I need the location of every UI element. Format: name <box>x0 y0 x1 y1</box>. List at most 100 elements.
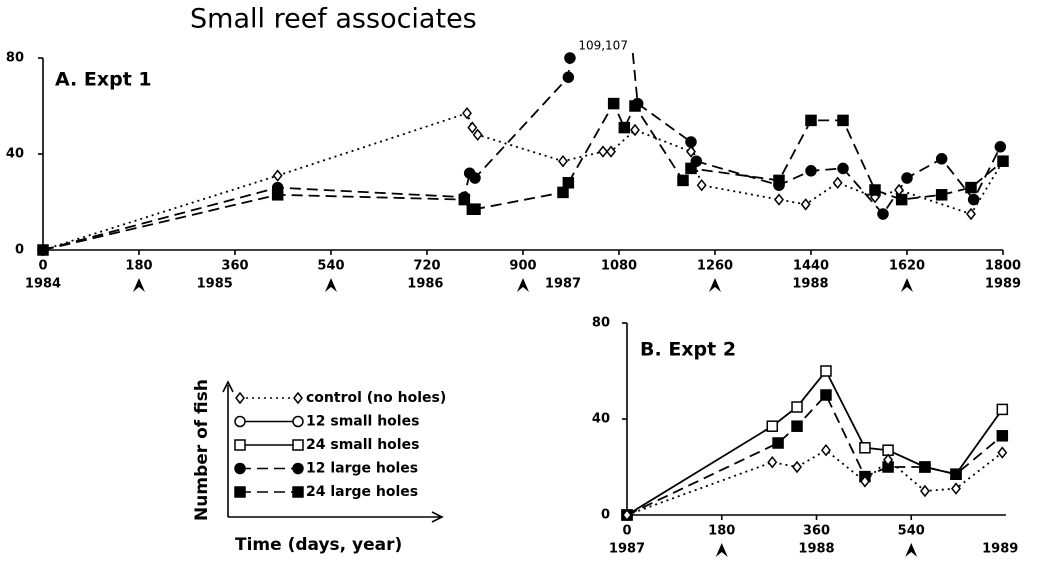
marker <box>832 176 843 190</box>
marker <box>919 461 931 473</box>
marker <box>469 172 481 184</box>
year-label: 1989 <box>982 542 1018 557</box>
marker <box>622 508 632 522</box>
time-arrow <box>709 278 721 292</box>
legend-label: 24 large holes <box>306 484 418 500</box>
y-tick-label: 80 <box>592 316 610 331</box>
figure-title: Small reef associates <box>190 4 477 35</box>
y-tick-label: 80 <box>6 51 24 66</box>
legend-x-arrow <box>431 511 444 523</box>
marker <box>618 121 631 134</box>
marker <box>467 121 478 134</box>
marker <box>791 420 803 432</box>
legend-marker <box>292 439 304 451</box>
marker <box>997 155 1009 167</box>
x-tick-label: 1440 <box>793 259 829 274</box>
legend-marker <box>292 415 304 428</box>
marker <box>562 177 575 189</box>
annotation: 109,107 <box>578 39 628 53</box>
legend-marker <box>234 486 246 498</box>
plot-area <box>37 48 1009 257</box>
y-tick-label: 0 <box>15 243 24 258</box>
marker <box>685 162 697 175</box>
marker <box>557 186 569 199</box>
marker <box>598 145 608 158</box>
time-arrow <box>517 278 529 292</box>
legend-marker <box>293 391 303 405</box>
marker <box>859 475 870 488</box>
marker <box>629 100 641 112</box>
x-tick-label: 180 <box>125 259 152 274</box>
marker <box>821 443 831 457</box>
marker <box>997 446 1008 459</box>
marker <box>774 193 784 206</box>
time-arrow <box>715 543 728 557</box>
legend-label: control (no holes) <box>306 390 446 406</box>
marker <box>685 136 697 148</box>
marker <box>677 174 689 187</box>
year-label: 1986 <box>407 277 443 292</box>
marker <box>462 106 472 120</box>
marker <box>558 154 568 168</box>
marker <box>837 114 849 127</box>
y-tick-label: 0 <box>601 508 610 523</box>
time-arrow <box>325 278 337 292</box>
marker <box>472 128 483 142</box>
series-line <box>42 112 1004 251</box>
marker <box>562 71 575 83</box>
marker <box>37 244 49 256</box>
x-tick-label: 1080 <box>601 259 637 274</box>
marker <box>935 153 948 165</box>
time-arrow <box>905 543 918 557</box>
marker <box>272 169 283 182</box>
marker <box>766 420 779 432</box>
x-tick-label: 0 <box>622 524 631 539</box>
plot-area <box>621 365 1009 522</box>
marker <box>996 430 1009 442</box>
marker <box>895 193 908 206</box>
x-tick-label: 720 <box>413 259 440 274</box>
marker <box>877 208 889 220</box>
legend-label: 12 small holes <box>306 414 419 430</box>
marker <box>772 437 784 449</box>
marker <box>996 403 1009 416</box>
time-arrow <box>901 278 913 292</box>
marker <box>869 184 881 196</box>
y-tick-label: 40 <box>6 147 24 162</box>
series-line <box>626 393 1003 516</box>
year-label: 1985 <box>197 277 233 292</box>
year-label: 1984 <box>25 277 61 292</box>
marker <box>791 401 803 413</box>
marker <box>792 460 802 474</box>
marker <box>919 484 930 498</box>
y-tick-label: 40 <box>592 412 610 427</box>
legend-y-label: Number of fish <box>192 379 212 521</box>
marker <box>686 145 696 158</box>
time-arrow <box>133 278 145 292</box>
marker <box>859 442 871 454</box>
year-label: 1987 <box>609 542 645 557</box>
marker <box>965 181 977 194</box>
marker <box>805 165 817 177</box>
legend-marker <box>234 462 246 475</box>
year-label: 1989 <box>985 277 1021 292</box>
marker <box>805 114 817 127</box>
series-line <box>626 369 1004 516</box>
x-tick-label: 180 <box>708 524 735 539</box>
marker <box>800 198 811 211</box>
marker <box>820 389 832 401</box>
x-tick-label: 1800 <box>985 259 1021 274</box>
year-label: 1988 <box>798 542 834 557</box>
marker <box>994 141 1007 153</box>
marker <box>773 174 785 187</box>
x-tick-label: 540 <box>317 259 344 274</box>
marker <box>564 52 576 64</box>
legend-marker <box>234 439 246 451</box>
x-tick-label: 0 <box>38 259 47 274</box>
marker <box>901 172 913 184</box>
marker <box>606 145 616 158</box>
x-tick-label: 360 <box>803 524 830 539</box>
legend-marker <box>234 415 246 428</box>
x-tick-label: 360 <box>221 259 248 274</box>
